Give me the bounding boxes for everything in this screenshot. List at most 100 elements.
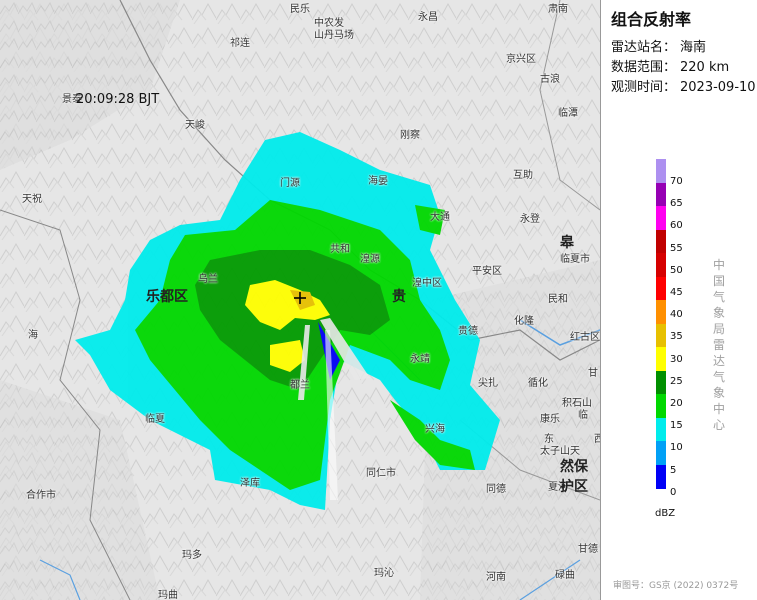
place-minhe: 化隆	[514, 316, 534, 327]
map-approval-number: 审图号：GS京 (2022) 0372号	[613, 581, 739, 591]
range-value: 220 km	[680, 60, 730, 75]
scale-tick-label: 55	[670, 242, 683, 254]
time-label: 观测时间：	[611, 80, 677, 95]
place-jishishan: 循化	[528, 378, 548, 389]
terrain-basemap	[0, 0, 600, 600]
place-huzhu: 大通	[430, 212, 450, 223]
radar-map[interactable]: 民乐 中农发 山丹马场 永昌 祁连 肃南 京兴区 景泰 天峻 刚察 门源 海晏 …	[0, 0, 600, 600]
scale-tick-label: 0	[670, 486, 677, 498]
scale-tick-label: 40	[670, 309, 683, 321]
place-luqu: 河南	[486, 572, 506, 583]
place-xiahe: 同德	[486, 484, 506, 495]
scale-swatch	[656, 182, 666, 207]
station-label: 雷达站名：	[611, 40, 677, 55]
place-gangcha: 天峻	[185, 120, 205, 131]
place-zeku: 同仁市	[366, 468, 396, 479]
place-ranjiang: 太子山天	[540, 446, 580, 457]
place-linxia: 积石山	[562, 398, 592, 409]
place-tongren: 兴海	[425, 424, 445, 435]
place-tianjun: 景泰	[62, 94, 82, 105]
place-maqu: 碌曲	[555, 570, 575, 581]
place-henan: 玛沁	[374, 568, 394, 579]
place-xunhua: 尖扎	[478, 378, 498, 389]
place-tongde: 泽库	[240, 478, 260, 489]
place-dulan: 海	[28, 330, 38, 341]
scale-tick-label: 5	[670, 464, 677, 476]
scale-tick-label: 20	[670, 398, 683, 409]
place-ledu: 平安区	[472, 266, 502, 277]
place-haiyan: 门源	[280, 178, 300, 189]
time-date: 2023-09-10	[680, 80, 756, 95]
place-lintan: 甘德	[578, 544, 598, 555]
scale-unit: dBZ	[655, 508, 676, 519]
place-menyuan: 刚察	[400, 130, 420, 141]
scale-tick-label: 35	[670, 331, 683, 343]
place-yongdeng: 古浪	[540, 74, 560, 85]
place-gansu: 皋	[560, 235, 574, 251]
place-jingyuan: 京兴区	[506, 54, 536, 65]
info-panel: 组合反射率 雷达站名： 海南 数据范围： 220 km 观测时间： 2023-09-1…	[600, 0, 757, 600]
scale-tick-label: 70	[670, 176, 683, 187]
range-label: 数据范围：	[611, 60, 677, 75]
scale-swatch	[656, 253, 666, 277]
place-sunan: 肃南	[548, 4, 568, 15]
place-gulang: 临潭	[558, 108, 578, 119]
scale-swatch	[656, 464, 666, 489]
place-linzhou: 然保护区	[560, 459, 588, 495]
place-minle: 民乐	[290, 4, 310, 15]
scale-swatch	[656, 417, 666, 442]
place-kangle: 临	[578, 410, 588, 421]
place-linxiashi: 康乐	[540, 414, 560, 425]
scale-tick-label: 50	[670, 264, 683, 276]
scale-tick-label: 30	[670, 353, 683, 365]
radar-echo	[75, 132, 500, 510]
place-gonghe: 乌兰	[198, 274, 218, 285]
place-yongdeng2: 临夏市	[560, 254, 590, 265]
place-datong: 海晏	[368, 176, 388, 187]
place-taizishan: 东	[544, 434, 554, 445]
place-yongchang: 永昌	[418, 12, 438, 23]
agency-vertical-text: 中国气象局雷达气象中心	[713, 258, 726, 432]
scale-tick-label: 10	[670, 442, 683, 454]
place-maqin: 玛多	[182, 550, 202, 561]
place-qilian: 祁连	[230, 38, 250, 49]
place-xinghai: 临夏	[145, 414, 165, 425]
place-zhongnongfa: 中农发	[314, 18, 344, 29]
place-shandanmachang: 山丹马场	[314, 30, 354, 41]
station-value: 海南	[680, 40, 707, 55]
place-huangyuan: 共和	[330, 244, 350, 255]
place-pingan: 湟中区	[412, 278, 442, 289]
scale-tick-label: 25	[670, 375, 683, 387]
place-guide: 都兰	[290, 380, 310, 391]
time-clock: 20:09:28 BJT	[76, 92, 160, 107]
place-jianzha: 永靖	[410, 354, 430, 365]
station-row: 雷达站名： 海南	[611, 36, 706, 55]
scale-tick-label: 60	[670, 220, 683, 232]
scale-swatch	[656, 159, 666, 183]
radar-site-marker	[294, 292, 306, 304]
scale-tick-label: 65	[670, 198, 683, 210]
scale-swatch	[656, 323, 666, 348]
place-honggu: 民和	[548, 294, 568, 305]
time-row: 观测时间： 2023-09-10	[611, 76, 756, 95]
scale-swatch	[656, 441, 666, 465]
scale-tick-label: 15	[670, 420, 683, 432]
scale-swatch	[656, 300, 666, 324]
place-yongjing: 红古区	[570, 332, 600, 343]
range-row: 数据范围： 220 km	[611, 56, 729, 75]
place-hezuo: 夏河	[548, 482, 568, 493]
place-gande: 玛曲	[158, 590, 178, 600]
scale-swatch	[656, 229, 666, 254]
product-title: 组合反射率	[611, 10, 692, 29]
scale-swatch	[656, 370, 666, 395]
place-huangzhong: 湟源	[360, 254, 380, 265]
place-gao: 永登	[520, 214, 540, 225]
place-dongxiang: 甘	[588, 368, 598, 379]
scale-swatch	[656, 206, 666, 230]
scale-swatch	[656, 276, 666, 301]
scale-swatch	[656, 394, 666, 418]
place-tianzhu: 互助	[513, 170, 533, 181]
scale-tick-label: 45	[670, 287, 683, 298]
place-maduo: 合作市	[26, 490, 56, 501]
place-hai: 贵	[392, 289, 406, 305]
